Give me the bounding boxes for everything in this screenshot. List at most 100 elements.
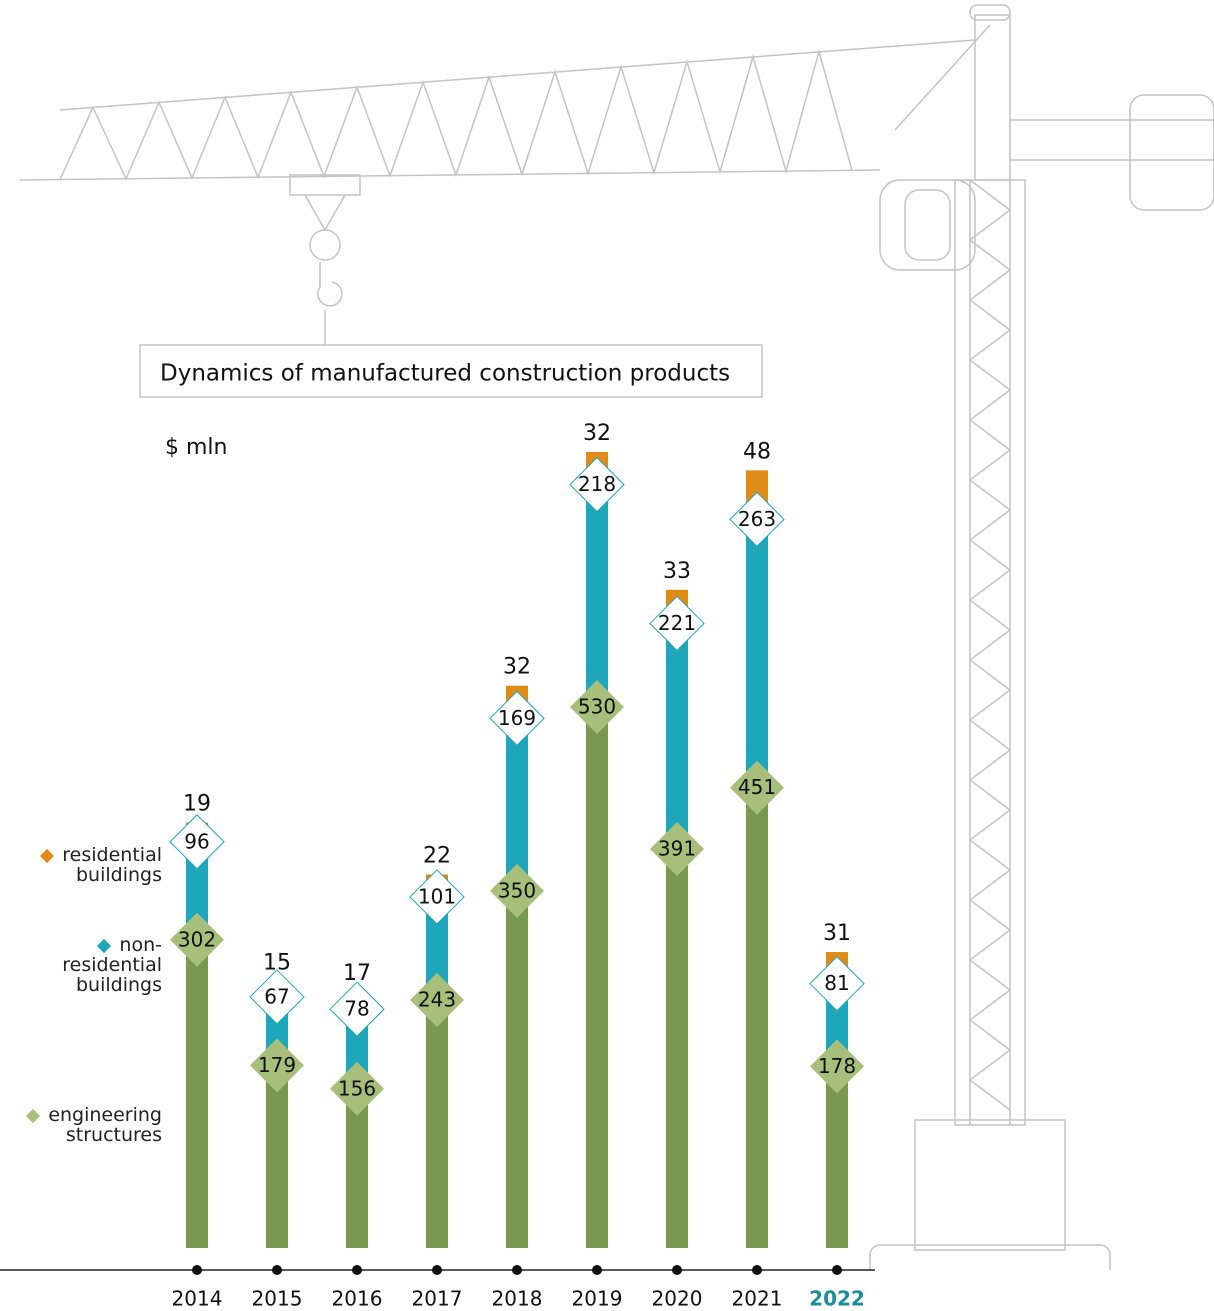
bar-segment — [746, 519, 768, 788]
value-diamond — [649, 595, 705, 652]
value-label: 221 — [658, 611, 696, 635]
value-label: 302 — [178, 927, 216, 951]
value-label: 169 — [498, 706, 536, 730]
value-label: 156 — [338, 1076, 376, 1100]
legend-marker — [97, 938, 112, 954]
value-diamond — [809, 955, 865, 1012]
x-tick-label: 2015 — [252, 1287, 303, 1311]
axis-dot — [272, 1265, 282, 1275]
value-diamond — [489, 690, 545, 747]
value-label: 48 — [743, 439, 771, 464]
chart-title: Dynamics of manufactured construction pr… — [160, 361, 730, 387]
legend-marker — [40, 848, 55, 864]
bar-segment — [426, 1000, 448, 1248]
bar-segment — [186, 841, 208, 940]
value-label: 263 — [738, 507, 776, 531]
counter-jib — [1009, 119, 1214, 161]
bar-segment — [186, 939, 208, 1248]
x-tick-label: 2016 — [332, 1287, 383, 1311]
foot — [869, 1244, 1111, 1270]
bar-segment — [826, 1066, 848, 1248]
bar-segment — [666, 848, 688, 1248]
jib-lattice — [59, 48, 853, 181]
axis-dot — [512, 1265, 522, 1275]
value-diamond — [410, 973, 464, 1028]
value-diamond — [730, 760, 784, 815]
value-diamond — [490, 863, 544, 918]
bar-segment — [746, 787, 768, 1248]
value-diamond — [330, 1061, 384, 1116]
value-label: 31 — [823, 921, 851, 946]
bar-segment — [506, 890, 528, 1248]
x-tick-label: 2021 — [732, 1287, 783, 1311]
value-diamond — [729, 491, 785, 548]
bar-segment — [346, 1088, 368, 1248]
value-diamond — [250, 1038, 304, 1093]
tower-lattice — [968, 179, 1012, 1111]
bar-segment — [666, 623, 688, 849]
bar-segment — [506, 718, 528, 891]
hook-cable — [304, 194, 346, 232]
value-label: 243 — [418, 988, 456, 1012]
value-label: 78 — [344, 997, 369, 1021]
value-label: 218 — [578, 472, 616, 496]
hook-block — [309, 229, 341, 261]
value-diamond — [409, 869, 465, 925]
value-label: 81 — [824, 971, 849, 995]
value-label: 32 — [583, 421, 611, 446]
jib-bottom — [19, 169, 881, 181]
value-label: 391 — [658, 836, 696, 860]
x-tick-label: 2018 — [492, 1287, 543, 1311]
value-label: 178 — [818, 1054, 856, 1078]
cabin — [879, 179, 976, 271]
cabin-window — [904, 189, 951, 261]
legend-entry: engineering structures — [10, 1105, 162, 1145]
x-tick-label: 2017 — [412, 1287, 463, 1311]
mast — [974, 14, 1011, 181]
value-diamond — [810, 1039, 864, 1094]
value-label: 350 — [498, 878, 536, 902]
axis-dot — [592, 1265, 602, 1275]
legend-entry: non-residential buildings — [10, 935, 162, 995]
crane-illustration — [19, 4, 1214, 1270]
x-tick-label: 2020 — [652, 1287, 703, 1311]
jib-stay — [894, 24, 991, 131]
value-label: 32 — [503, 655, 531, 680]
value-label: 451 — [738, 775, 776, 799]
value-label: 17 — [343, 961, 371, 986]
value-label: 101 — [418, 884, 456, 908]
value-diamond — [249, 969, 305, 1025]
value-label: 19 — [183, 791, 211, 816]
tower — [954, 179, 1026, 1126]
axis-dot — [192, 1265, 202, 1275]
axis-dot — [352, 1265, 362, 1275]
title-box — [139, 344, 763, 398]
mast-top — [969, 4, 1011, 21]
value-diamond — [169, 814, 225, 870]
value-label: 96 — [184, 829, 209, 853]
value-label: 22 — [423, 843, 451, 868]
axis-dot — [832, 1265, 842, 1275]
base — [914, 1119, 1066, 1251]
counterweight — [1129, 94, 1214, 211]
value-diamond — [170, 912, 224, 967]
value-diamond — [569, 456, 625, 513]
x-tick-label: 2022 — [809, 1287, 865, 1311]
value-diamond — [329, 981, 385, 1037]
bar-segment — [266, 1065, 288, 1248]
value-label: 530 — [578, 695, 616, 719]
bar-segment — [586, 484, 608, 708]
trolley — [289, 174, 361, 196]
hook — [317, 262, 343, 307]
legend-marker — [26, 1108, 41, 1124]
legend-entry: residential buildings — [10, 845, 162, 885]
value-diamond — [650, 821, 704, 876]
axis-dot — [432, 1265, 442, 1275]
axis-dot — [752, 1265, 762, 1275]
legend-label: engineering structures — [48, 1104, 162, 1146]
bar-segment — [426, 896, 448, 1001]
unit-label: $ mln — [165, 435, 227, 460]
legend-label: non-residential buildings — [62, 934, 162, 996]
